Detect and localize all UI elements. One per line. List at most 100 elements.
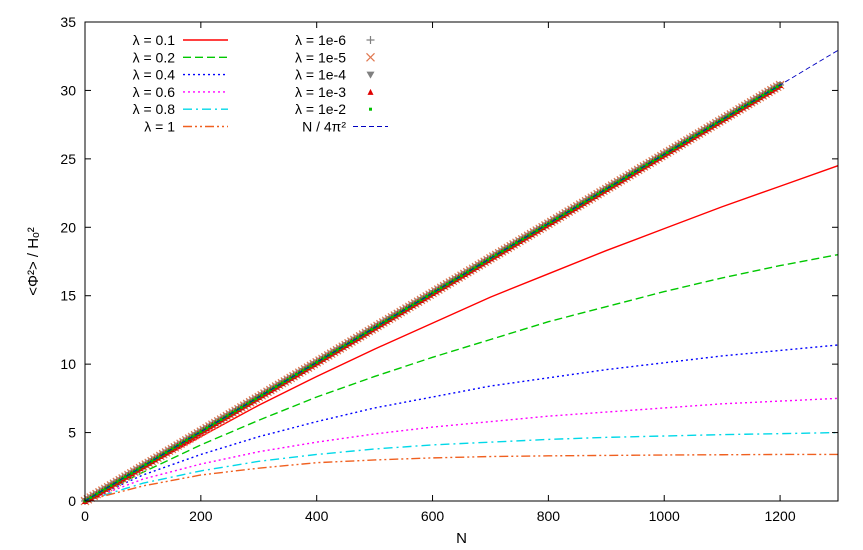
legend-label-11: N / 4π² xyxy=(302,119,346,135)
series-point xyxy=(369,107,372,111)
series-point xyxy=(720,118,724,122)
series-point xyxy=(254,397,258,401)
series-point xyxy=(735,109,739,113)
series-point xyxy=(234,409,238,413)
x-tick-label: 1000 xyxy=(649,508,680,524)
series-point xyxy=(515,241,519,245)
legend-label-0: λ = 0.1 xyxy=(133,32,176,48)
series-point xyxy=(95,492,99,496)
series-line-2 xyxy=(84,344,839,502)
series-point xyxy=(680,142,684,146)
series-point xyxy=(115,480,119,484)
series-point xyxy=(555,216,559,220)
x-tick-label: 200 xyxy=(189,508,213,524)
series-point xyxy=(205,426,209,430)
series-point xyxy=(410,303,414,307)
series-point xyxy=(480,262,484,266)
series-point xyxy=(366,52,375,62)
series-point xyxy=(474,265,478,269)
series-point xyxy=(390,315,394,319)
series-point xyxy=(494,253,498,257)
series-point xyxy=(399,310,403,314)
legend-label-4: λ = 0.8 xyxy=(133,101,176,117)
plot-frame xyxy=(84,21,839,502)
series-point xyxy=(616,180,620,184)
x-tick-label: 800 xyxy=(537,508,561,524)
series-point xyxy=(671,147,675,151)
series-point xyxy=(610,184,614,188)
x-tick-label: 1200 xyxy=(764,508,795,524)
series-point xyxy=(179,442,183,446)
legend-label-9: λ = 1e-3 xyxy=(295,84,346,100)
x-axis-label: N xyxy=(456,530,467,547)
series-point xyxy=(769,88,773,92)
y-tick-label: 30 xyxy=(60,82,76,98)
series-point xyxy=(366,71,375,79)
series-line-5 xyxy=(84,453,838,502)
series-point xyxy=(344,343,348,347)
series-point xyxy=(700,130,704,134)
series-point xyxy=(604,187,608,191)
x-tick-label: 600 xyxy=(421,508,445,524)
y-tick-label: 0 xyxy=(68,493,76,509)
x-tick-label: 400 xyxy=(305,508,329,524)
series-point xyxy=(584,199,588,203)
series-point xyxy=(630,171,634,175)
series-point xyxy=(665,151,669,155)
series-point xyxy=(103,487,107,491)
x-tick-label: 0 xyxy=(81,508,89,524)
series-point xyxy=(335,348,339,352)
legend-label-5: λ = 1 xyxy=(144,119,175,135)
series-point xyxy=(300,369,304,373)
series-point xyxy=(260,393,264,397)
series-point xyxy=(755,97,759,101)
series-point xyxy=(596,192,600,196)
series-point xyxy=(575,204,579,208)
series-point xyxy=(124,475,128,479)
series-point xyxy=(726,114,730,118)
y-tick-label: 35 xyxy=(60,14,76,30)
series-line-3 xyxy=(84,397,839,502)
series-point xyxy=(625,175,629,179)
legend-label-10: λ = 1e-2 xyxy=(295,101,346,117)
series-point xyxy=(199,430,203,434)
series-point xyxy=(761,93,765,97)
series-point xyxy=(384,319,388,323)
axis-ticks: 0 200 400 600 800 1000 1200 0 5 10 15 20 25 30 35 xyxy=(60,14,838,524)
series-point xyxy=(590,196,594,200)
legend: λ = 0.1λ = 0.2 λ = 0.4λ = 0.6λ = 0.8 λ = 1… xyxy=(133,32,388,135)
series-point xyxy=(170,447,174,451)
series-point xyxy=(366,36,375,44)
series-point xyxy=(549,220,553,224)
series-point xyxy=(349,340,353,344)
series-point xyxy=(184,438,188,442)
series-point xyxy=(541,225,545,229)
plot-area xyxy=(80,49,839,506)
y-tick-label: 10 xyxy=(60,356,76,372)
series-point xyxy=(685,138,689,142)
series-point xyxy=(164,450,168,454)
series-point xyxy=(439,286,443,290)
legend-label-7: λ = 1e-5 xyxy=(295,49,346,65)
series-point xyxy=(280,381,284,385)
series-point xyxy=(659,154,663,158)
legend-label-6: λ = 1e-6 xyxy=(295,32,346,48)
series-line-1 xyxy=(84,253,839,502)
series-line-4 xyxy=(84,431,839,502)
series-point xyxy=(645,163,649,167)
series-point xyxy=(419,298,423,302)
series-point xyxy=(431,291,435,295)
series-point xyxy=(294,372,298,376)
legend-label-1: λ = 0.2 xyxy=(133,49,176,65)
series-point xyxy=(219,418,223,422)
series-point xyxy=(714,121,718,125)
legend-label-3: λ = 0.6 xyxy=(133,84,176,100)
series-point xyxy=(740,106,744,110)
series-point xyxy=(109,483,113,487)
y-tick-label: 5 xyxy=(68,425,76,441)
series-point xyxy=(213,421,217,425)
y-tick-label: 25 xyxy=(60,151,76,167)
series-point xyxy=(274,385,278,389)
